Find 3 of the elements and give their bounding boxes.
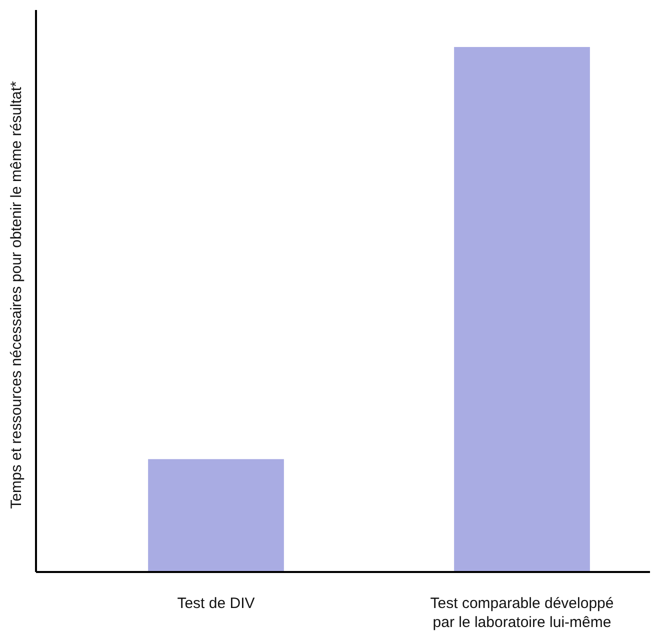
x-tick-label: Test comparable développé par le laboratoire lui-même bbox=[430, 595, 614, 631]
x-tick-label: Test de DIV bbox=[177, 595, 255, 612]
y-axis-title: Temps et ressources nécessaires pour obtenir le même résultat* bbox=[8, 81, 25, 509]
